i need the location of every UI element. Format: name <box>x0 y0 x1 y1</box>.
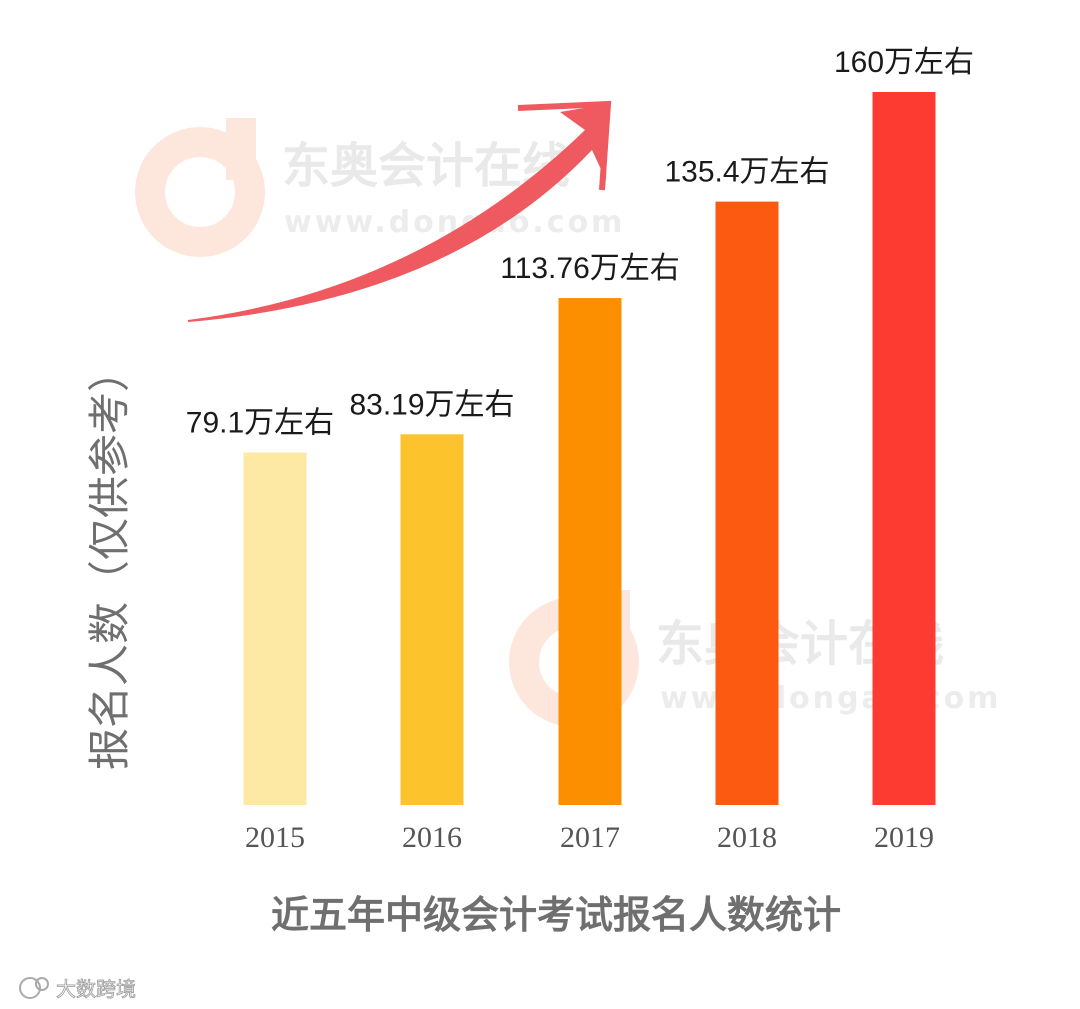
watermark-url-bottom: www.dongao.com <box>660 681 1001 716</box>
data-label-2019: 160万左右 <box>834 46 974 79</box>
data-label-2018: 135.4万左右 <box>664 156 829 189</box>
data-label-2015: 79.1万左右 <box>186 407 334 440</box>
y-axis-label: 报名人数（仅供参考） <box>85 350 134 770</box>
bar-2019 <box>872 92 936 805</box>
bar-2017 <box>558 298 622 805</box>
data-label-2016: 83.19万左右 <box>349 388 514 421</box>
tick-label-2017: 2017 <box>560 821 620 854</box>
corner-mark-text: 大数跨境 <box>56 977 136 1001</box>
tick-label-2016: 2016 <box>402 821 462 854</box>
tick-label-2018: 2018 <box>717 821 777 854</box>
bar-2016 <box>400 434 464 805</box>
chart-title: 近五年中级会计考试报名人数统计 <box>271 893 841 937</box>
bar-2015 <box>243 452 307 805</box>
bar-2018 <box>715 201 779 805</box>
data-label-2017: 113.76万左右 <box>500 252 680 285</box>
corner-logo-icon <box>19 977 49 999</box>
watermark-logo-top: 东奥会计在线 www.dongao.com <box>135 118 622 257</box>
growth-arrow <box>188 100 612 322</box>
corner-mark: 大数跨境 <box>19 977 136 1001</box>
tick-label-2015: 2015 <box>245 821 305 854</box>
tick-label-2019: 2019 <box>874 821 934 854</box>
